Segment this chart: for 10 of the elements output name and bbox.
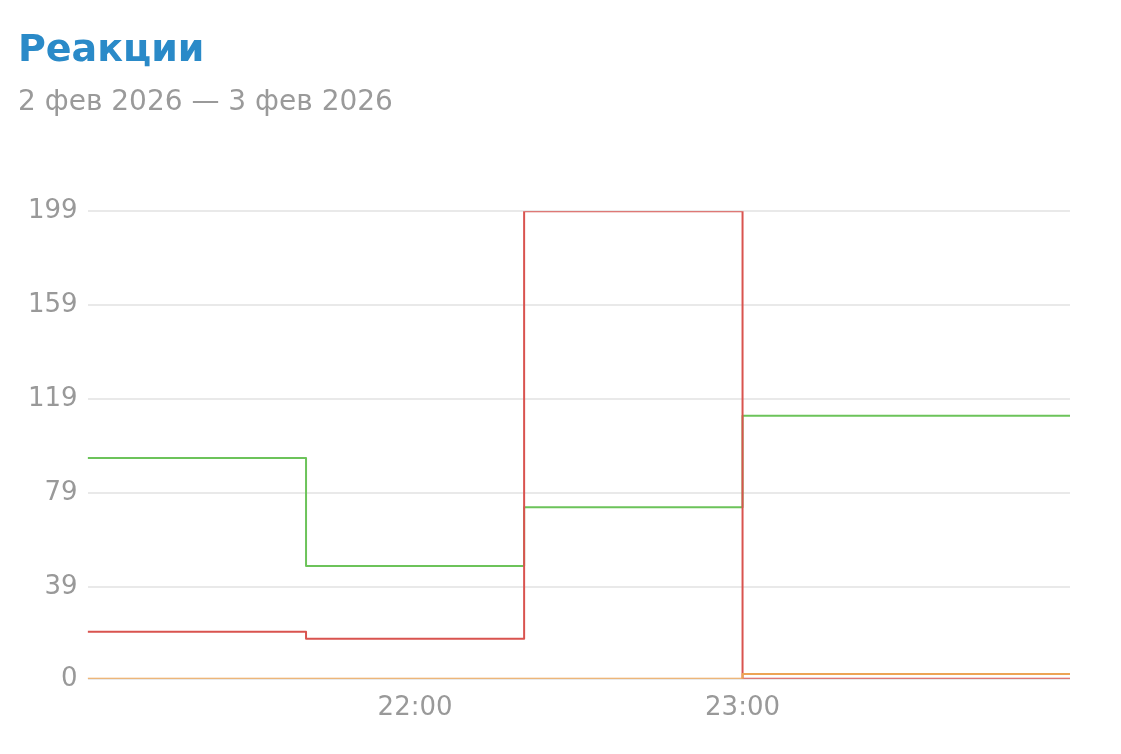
y-tick-label: 39 (44, 569, 78, 600)
chart-title: Реакции (18, 25, 205, 70)
y-tick-label: 119 (27, 381, 78, 412)
chart-subtitle: 2 фев 2026 — 3 фев 2026 (18, 83, 393, 117)
y-tick-label: 199 (27, 193, 78, 224)
y-tick-label: 0 (61, 661, 78, 692)
x-tick-label: 22:00 (377, 691, 453, 722)
y-tick-label: 79 (44, 475, 78, 506)
x-tick-label: 23:00 (705, 691, 781, 722)
y-tick-label: 159 (27, 287, 78, 318)
